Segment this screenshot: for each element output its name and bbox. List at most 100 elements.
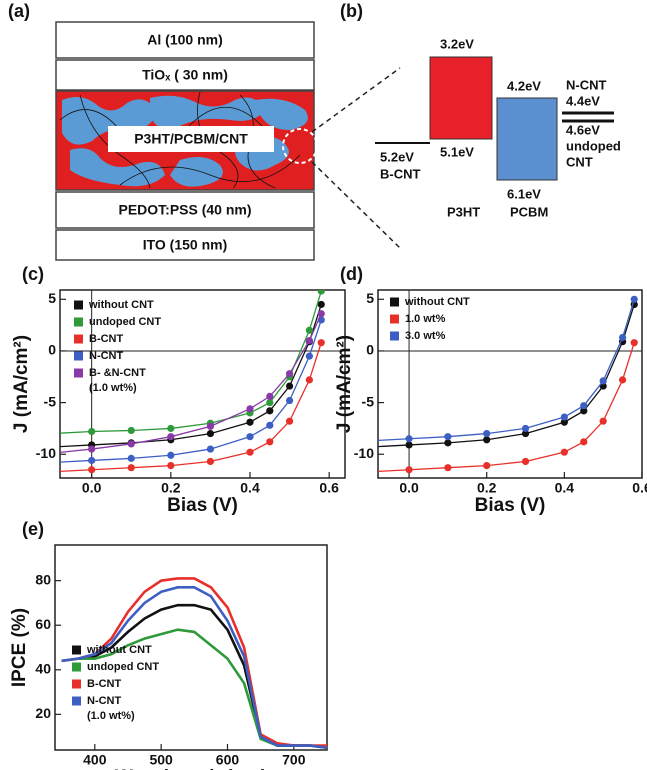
legend-label: without CNT (88, 299, 154, 311)
chart: (e) 400 500 600 700 20 40 60 80 Wavelength (nm) IP… (9, 519, 328, 770)
chart: (c) 0.0 0.2 0.4 0.6 5 0 -5 -10 Bias (V) J (mA/cm²)… (11, 264, 346, 516)
legend-label: B- &N-CNT (89, 367, 146, 379)
x-tick-label: 0.6 (632, 480, 647, 496)
plot-frame (54, 544, 328, 751)
material-label: P3HT (447, 204, 480, 219)
band-pcbm (496, 97, 558, 181)
y-tick-label: -5 (44, 393, 57, 409)
energy-label: N-CNT (566, 77, 606, 92)
data-point (317, 310, 325, 318)
y-tick-label: 20 (35, 705, 51, 721)
legend-swatch (390, 331, 399, 341)
data-point (206, 422, 215, 430)
legend-swatch (74, 351, 83, 361)
energy-label: 3.2eV (440, 36, 474, 51)
panel-label: (d) (340, 264, 363, 284)
data-point (305, 326, 313, 334)
data-point (618, 376, 627, 384)
legend-label: 3.0 wt% (405, 330, 446, 342)
data-point (405, 466, 413, 474)
data-point (206, 457, 215, 466)
data-point (285, 382, 294, 390)
data-point (167, 433, 175, 441)
y-tick-label: 60 (35, 616, 51, 632)
data-point (560, 448, 568, 456)
series-line (378, 342, 635, 473)
y-tick-label: 80 (35, 571, 51, 587)
layer-ito (55, 229, 315, 261)
y-tick-label: 0 (366, 342, 374, 358)
legend-label: B-CNT (87, 678, 121, 690)
x-tick-label: 0.0 (399, 480, 419, 496)
legend-note: (1.0 wt%) (87, 710, 135, 722)
energy-label: 6.1eV (507, 186, 541, 201)
data-point (206, 429, 215, 438)
legend-label: N-CNT (87, 695, 121, 707)
data-point (483, 429, 491, 438)
data-point (521, 429, 530, 438)
y-tick-label: -10 (354, 445, 374, 461)
legend-label: without CNT (404, 296, 470, 308)
data-point (285, 396, 294, 405)
data-point (266, 407, 274, 415)
series-line (61, 586, 327, 750)
data-point (367, 437, 374, 444)
band-p3ht (429, 56, 493, 140)
plot-area (48, 290, 325, 475)
data-point (285, 417, 294, 425)
plot-area (61, 577, 327, 750)
legend-swatch (74, 317, 83, 327)
plot-frame (377, 289, 643, 479)
energy-label: 5.1eV (440, 144, 474, 159)
data-point (167, 462, 175, 470)
zoom-line (311, 161, 401, 249)
data-point (444, 464, 452, 472)
layer-label: P3HT/PCBM/CNT (134, 131, 248, 147)
panel-label: (e) (22, 519, 44, 539)
data-point (305, 376, 313, 384)
x-axis-label: Wavelength (nm) (115, 767, 267, 770)
plot-area (367, 295, 638, 474)
data-point (483, 436, 491, 444)
series-line (61, 603, 327, 750)
data-point (266, 438, 274, 446)
energy-label: 4.6eV (566, 122, 600, 137)
energy-label: 5.2eV (380, 149, 414, 164)
data-point (317, 290, 325, 295)
layer-label: Al (100 nm) (147, 32, 222, 48)
chart: (d) 0.0 0.2 0.4 0.6 5 0 -5 -10 Bias (V) J (mA/cm²)… (334, 264, 647, 516)
active-label-box (108, 126, 274, 152)
data-point (48, 468, 55, 475)
data-point (285, 370, 294, 378)
legend-label: undoped CNT (89, 316, 161, 328)
x-tick-label: 0.0 (82, 480, 102, 496)
data-point (305, 337, 313, 345)
data-point (521, 457, 530, 466)
data-point (405, 441, 413, 449)
energy-label: CNT (566, 154, 593, 169)
data-point (560, 418, 568, 426)
data-point (444, 439, 452, 447)
legend-swatch (72, 696, 81, 706)
x-axis-label: Bias (V) (475, 495, 546, 516)
legend-swatch (74, 300, 83, 310)
data-point (599, 417, 607, 425)
data-point (618, 333, 627, 342)
data-point (206, 445, 215, 453)
y-tick-label: -5 (362, 393, 375, 409)
energy-label: undoped (566, 138, 621, 153)
legend-note: (1.0 wt%) (89, 382, 137, 394)
data-point (599, 377, 607, 385)
data-point (48, 430, 55, 437)
y-tick-label: 0 (48, 342, 56, 358)
device-stack: Al (100 nm) TiOₓ ( 30 nm) P3HT/PCBM/CNT … (55, 21, 318, 261)
series-line (60, 319, 322, 463)
data-point (560, 413, 568, 421)
legend-swatch (72, 645, 81, 655)
panel-label: (a) (8, 1, 30, 21)
energy-diagram: 5.2eV B-CNT 3.2eV 5.1eV P3HT 4.2eV 6.1eV… (375, 36, 621, 219)
legend-label: undoped CNT (87, 661, 159, 673)
data-point (127, 464, 135, 472)
legend-swatch (74, 334, 83, 344)
